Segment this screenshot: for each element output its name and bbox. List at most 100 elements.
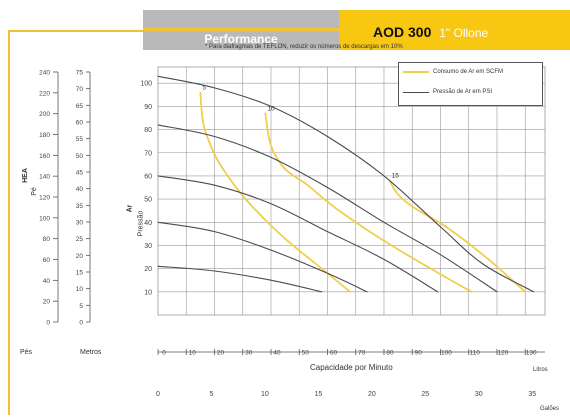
feet-tick-label: 220: [39, 90, 50, 97]
feet-tick-label: 40: [43, 278, 51, 285]
air-curve-label: 10: [267, 105, 275, 112]
air-pressure-curve: [157, 75, 535, 293]
x-axis-unit-gallons: Galões: [540, 406, 560, 412]
x2-tick-label: 15: [314, 391, 322, 398]
meters-tick-label: 40: [76, 186, 84, 193]
x2-tick-label: 10: [261, 391, 269, 398]
page-border-top: [8, 30, 143, 32]
feet-tick-label: 160: [39, 153, 50, 160]
feet-tick-label: 140: [39, 174, 50, 181]
feet-tick-label: 180: [39, 132, 50, 139]
page-border-left: [8, 30, 10, 415]
feet-tick-label: 20: [43, 299, 51, 306]
y-axis-title-2: Pressão: [137, 210, 145, 237]
air-consumption-curve: [199, 91, 351, 293]
y-tick-label: 60: [144, 173, 152, 180]
x-tick-label: 0: [162, 350, 166, 357]
feet-tick-label: 80: [43, 236, 51, 243]
x2-tick-label: 5: [210, 391, 214, 398]
x-axis-unit-liters: Litros: [533, 367, 548, 373]
meters-tick-label: 55: [76, 136, 84, 143]
feet-tick-label: 60: [43, 257, 51, 264]
legend-label-pressure: Pressão de Ar em PSI: [433, 89, 493, 95]
meters-tick-label: 10: [76, 286, 84, 293]
chart-curves: 5 10 15: [157, 75, 535, 293]
meters-tick-label: 25: [76, 236, 84, 243]
x2-tick-label: 20: [368, 391, 376, 398]
x-tick-label: 80: [386, 350, 394, 357]
x-tick-label: 10: [189, 350, 197, 357]
x-tick-label: 50: [302, 350, 310, 357]
air-consumption-curve: [264, 112, 473, 293]
y-tick-label: 80: [144, 127, 152, 134]
header-model: AOD 300: [373, 24, 432, 40]
meters-tick-label: 60: [76, 120, 84, 127]
x-tick-label: 20: [217, 350, 225, 357]
left-unit-meters: Metros: [80, 349, 102, 356]
left-axis-title-2: Pé: [30, 187, 38, 196]
air-pressure-curve: [157, 124, 498, 293]
left-unit-feet: Pés: [20, 349, 33, 356]
feet-tick-label: 120: [39, 195, 50, 202]
left-axis-title: HEA: [21, 168, 29, 183]
x-tick-label: 120: [498, 350, 509, 357]
meters-tick-label: 15: [76, 270, 84, 277]
air-pressure-curve: [157, 221, 368, 293]
chart-legend: Consumo de Ar em SCFM Pressão de Ar em P…: [398, 62, 543, 106]
plot-border: [157, 66, 546, 316]
meters-tick-label: 5: [79, 303, 83, 310]
y-tick-label: 100: [140, 81, 152, 88]
meters-tick-label: 75: [76, 70, 84, 77]
teflon-note: * Para diafragmas de TEFLON, reduzir os …: [205, 44, 403, 50]
x2-tick-label: 35: [528, 391, 536, 398]
meters-tick-label: 20: [76, 253, 84, 260]
y-tick-label: 10: [144, 289, 152, 296]
x2-tick-label: 30: [475, 391, 483, 398]
air-curve-label: 5: [202, 84, 206, 91]
x2-tick-label: 0: [156, 391, 160, 398]
feet-tick-label: 240: [39, 70, 50, 77]
x-tick-label: 40: [273, 350, 281, 357]
y-tick-label: 90: [144, 104, 152, 111]
meters-tick-label: 65: [76, 103, 84, 110]
feet-tick-label: 200: [39, 111, 50, 118]
meters-tick-label: 30: [76, 220, 84, 227]
y-tick-label: 30: [144, 243, 152, 250]
legend-item-air: Consumo de Ar em SCFM: [403, 69, 503, 75]
y-tick-label: 20: [144, 266, 152, 273]
x-tick-label: 60: [330, 350, 338, 357]
air-curve-label: 15: [392, 173, 400, 180]
x-tick-label: 30: [245, 350, 253, 357]
top-margin: [0, 0, 570, 3]
legend-label-air: Consumo de Ar em SCFM: [433, 69, 504, 75]
air-pressure-curve: [157, 175, 439, 293]
x-tick-label: 100: [441, 350, 452, 357]
y-tick-label: 70: [144, 150, 152, 157]
y-tick-label: 50: [144, 197, 152, 204]
meters-tick-label: 35: [76, 203, 84, 210]
x-axis-title: Capacidade por Minuto: [310, 363, 393, 372]
x-tick-label: 90: [415, 350, 423, 357]
feet-tick-label: 0: [46, 320, 50, 327]
x2-tick-label: 25: [421, 391, 429, 398]
x-tick-label: 110: [470, 350, 481, 357]
legend-swatch-air: [403, 71, 429, 73]
legend-item-pressure: Pressão de Ar em PSI: [403, 89, 492, 95]
chart-grid: [157, 66, 546, 316]
y-tick-label: 40: [144, 220, 152, 227]
y-axis-title: Ar: [126, 204, 134, 213]
header-model-sub: 1" Ollone: [439, 26, 489, 40]
x-tick-label: 70: [358, 350, 366, 357]
feet-tick-label: 100: [39, 215, 50, 222]
meters-tick-label: 70: [76, 86, 84, 93]
air-pressure-curve: [157, 265, 323, 293]
header-section-label: Performance: [204, 32, 278, 46]
header-model-banner: AOD 300 1" Ollone: [339, 10, 570, 50]
header-separator: [143, 28, 339, 31]
legend-swatch-pressure: [403, 91, 429, 93]
meters-tick-label: 0: [79, 320, 83, 327]
header-section-tab: Performance: [143, 10, 339, 50]
x-tick-label: 130: [526, 350, 537, 357]
